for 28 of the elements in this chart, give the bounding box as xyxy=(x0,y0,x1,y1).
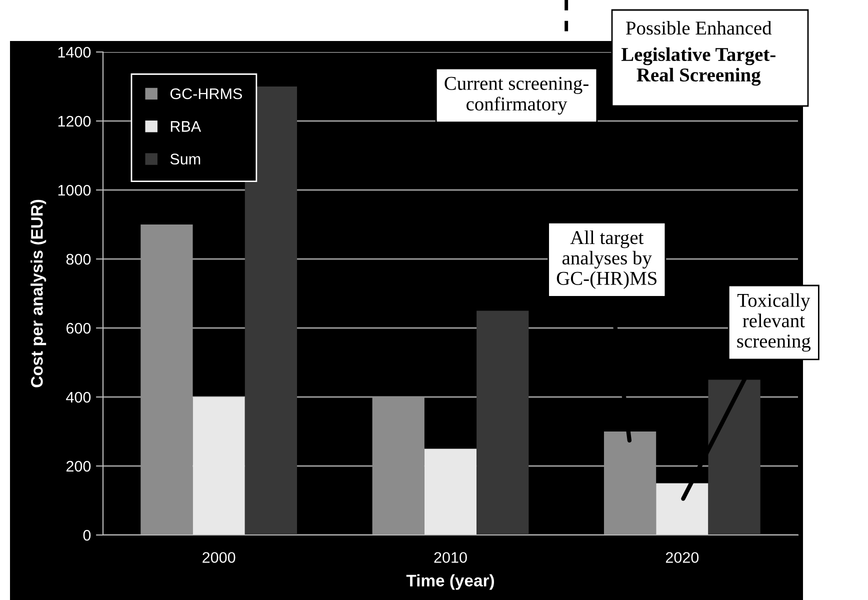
bar xyxy=(140,224,193,535)
y-tick-label: 1000 xyxy=(58,184,91,196)
x-tick-label: 2020 xyxy=(666,552,699,563)
bar xyxy=(604,432,656,535)
x-axis-title: Time (year) xyxy=(406,574,494,590)
x-tick-label: 2010 xyxy=(434,552,467,563)
y-axis-title: Cost per analysis (EUR) xyxy=(30,200,46,388)
y-tick-label: 600 xyxy=(66,322,91,334)
x-tick-label: 2000 xyxy=(202,552,236,563)
y-tick-label: 400 xyxy=(66,392,91,403)
bar xyxy=(244,86,298,535)
y-tick-label: 1400 xyxy=(58,46,91,58)
bar xyxy=(372,397,424,535)
y-tick-label: 800 xyxy=(66,254,91,265)
bar xyxy=(192,397,245,535)
legend-label: Sum xyxy=(170,154,200,164)
legend-label: RBA xyxy=(170,121,202,132)
annotation: All target analyses by GC-(HR)MS xyxy=(556,230,656,289)
y-tick-label: 200 xyxy=(66,460,91,472)
bar xyxy=(424,448,477,535)
bar xyxy=(476,310,529,535)
y-tick-label: 0 xyxy=(83,530,91,541)
text: Possible Enhanced xyxy=(626,20,772,35)
legend-label: GC-HRMS xyxy=(170,88,242,100)
annotation: Toxically relevant screening xyxy=(737,293,811,352)
y-tick-label: 1200 xyxy=(58,116,91,127)
annotation: Legislative Target- Real Screening xyxy=(621,47,776,86)
annotation: Current screening- confirmatory xyxy=(444,76,588,115)
